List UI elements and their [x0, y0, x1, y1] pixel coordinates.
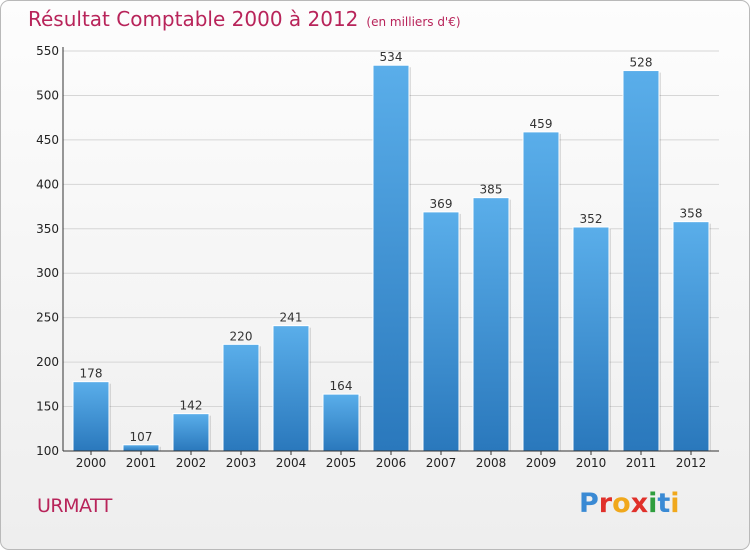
commune-name: URMATT — [37, 495, 112, 517]
bar-value-label: 459 — [530, 117, 553, 131]
logo-letter: i — [670, 488, 680, 519]
bar-value-label: 107 — [130, 430, 153, 444]
bar-value-label: 385 — [480, 183, 503, 197]
x-tick-label: 2001 — [126, 456, 157, 470]
x-tick-label: 2006 — [376, 456, 407, 470]
y-tick-label: 450 — [36, 133, 59, 147]
y-tick-label: 300 — [36, 266, 59, 280]
bar — [222, 343, 260, 452]
chart-subtitle: (en milliers d'€) — [366, 15, 461, 29]
bar — [372, 64, 410, 452]
bars: 178 107 142 220 241 164 534 369 385 459 352 528 358 — [72, 50, 711, 452]
y-tick-label: 500 — [36, 88, 59, 102]
y-tick-label: 150 — [36, 400, 59, 414]
x-tick-label: 2008 — [476, 456, 507, 470]
x-tick-label: 2012 — [676, 456, 707, 470]
x-tick-label: 2000 — [76, 456, 107, 470]
bar — [522, 131, 560, 452]
axes: 100 150 200 250 300 350 400 450 500 550 2000 2001 20… — [36, 44, 719, 470]
bar — [72, 381, 110, 452]
y-tick-label: 200 — [36, 355, 59, 369]
bar — [172, 413, 210, 452]
x-tick-label: 2010 — [576, 456, 607, 470]
y-tick-label: 350 — [36, 222, 59, 236]
bar — [272, 325, 310, 452]
bar-value-label: 352 — [580, 212, 603, 226]
logo-letter: t — [657, 488, 671, 519]
bar-value-label: 178 — [80, 367, 103, 381]
bar-value-label: 241 — [280, 311, 303, 325]
chart-title: Résultat Comptable 2000 à 2012 (en millie… — [28, 7, 461, 31]
bar — [422, 211, 460, 452]
title-text: Résultat Comptable 2000 à 2012 — [28, 7, 359, 31]
logo-letter: r — [598, 488, 613, 519]
bar — [672, 221, 710, 452]
y-tick-label: 550 — [36, 44, 59, 58]
proxiti-logo: Proxiti — [579, 488, 680, 519]
logo-letter: o — [612, 488, 631, 519]
y-tick-label: 250 — [36, 311, 59, 325]
x-tick-label: 2004 — [276, 456, 307, 470]
bar-value-label: 358 — [680, 207, 703, 221]
x-tick-label: 2007 — [426, 456, 457, 470]
bar-value-label: 528 — [630, 56, 653, 70]
bar — [472, 197, 510, 452]
bar — [622, 70, 660, 452]
y-tick-label: 400 — [36, 177, 59, 191]
bar — [122, 444, 160, 452]
bar-value-label: 220 — [230, 329, 253, 343]
x-tick-label: 2005 — [326, 456, 357, 470]
bar-value-label: 164 — [330, 379, 353, 393]
x-tick-label: 2002 — [176, 456, 207, 470]
y-tick-label: 100 — [36, 444, 59, 458]
bar — [572, 226, 610, 452]
bar-value-label: 142 — [180, 399, 203, 413]
logo-letter: i — [648, 488, 658, 519]
bar — [322, 393, 360, 452]
logo-letter: P — [579, 488, 599, 519]
x-tick-label: 2003 — [226, 456, 257, 470]
logo-letter: x — [630, 488, 649, 519]
bar-value-label: 369 — [430, 197, 453, 211]
x-tick-label: 2009 — [526, 456, 557, 470]
bar-value-label: 534 — [380, 50, 403, 64]
x-tick-label: 2011 — [626, 456, 657, 470]
